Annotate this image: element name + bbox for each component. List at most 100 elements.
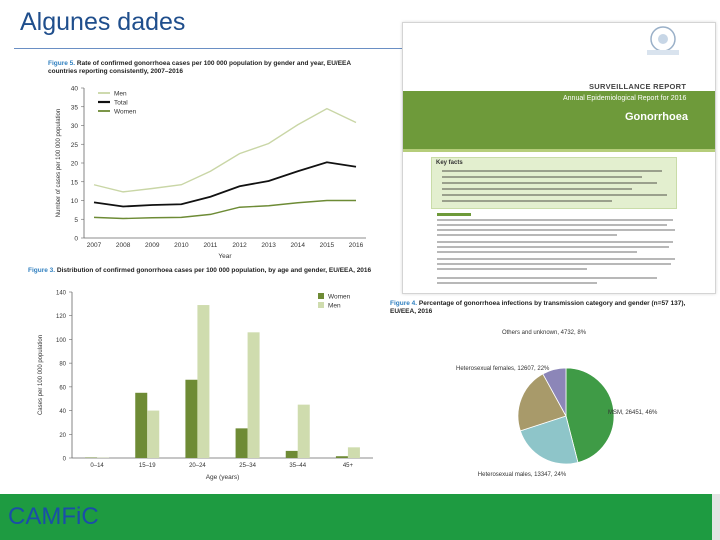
key-facts-line xyxy=(442,194,667,196)
y-axis-label: Cases per 100 000 population xyxy=(38,335,44,415)
report-banner-stripe xyxy=(403,149,715,152)
bar-women xyxy=(185,379,198,458)
legend-label-men: Men xyxy=(114,91,127,98)
line-chart: 0 5 10 15 20 25 30 35 40 2007 2008 2009 2010 2011 2012… xyxy=(56,86,366,260)
figure4-caption-label: Figure 4. xyxy=(390,300,418,307)
pie-slice-hetero-males xyxy=(519,415,579,465)
y-tick-label: 40 xyxy=(59,409,66,415)
report-banner xyxy=(403,91,715,149)
pie-slice-other xyxy=(542,367,567,417)
pie-label-msm: MSM, 26451, 46% xyxy=(608,410,658,416)
figure5-caption-label: Figure 5. xyxy=(48,60,76,67)
x-tick-label: 2011 xyxy=(203,242,217,249)
ecdc-logo xyxy=(643,23,683,59)
legend-swatch-women xyxy=(318,293,324,299)
legend-label-women: Women xyxy=(114,109,137,116)
report-text-line xyxy=(437,263,671,265)
key-facts-line xyxy=(442,182,657,184)
bar-women xyxy=(335,456,348,458)
key-facts-line xyxy=(442,188,632,190)
report-text-line xyxy=(437,224,667,226)
x-tick-label: 2007 xyxy=(87,242,102,249)
footer-bar xyxy=(0,494,712,540)
report-subtitle: Annual Epidemiological Report for 2016 xyxy=(563,95,687,102)
x-tick-label: 2015 xyxy=(320,242,335,249)
legend-swatch-men xyxy=(318,302,324,308)
y-tick-label: 5 xyxy=(74,217,78,224)
y-tick-label: 20 xyxy=(71,161,79,168)
y-tick-label: 25 xyxy=(71,142,79,149)
x-axis-label: Age (years) xyxy=(206,474,240,481)
x-tick-label: 35–44 xyxy=(289,463,306,469)
figure5-caption: Figure 5. Rate of confirmed gonorrhoea c… xyxy=(48,60,378,76)
x-tick-label: 2013 xyxy=(261,242,276,249)
title-divider xyxy=(14,48,714,49)
report-text-line xyxy=(437,241,673,243)
report-text-line xyxy=(437,277,657,279)
legend-label-women: Women xyxy=(328,294,351,301)
report-disease: Gonorrhoea xyxy=(625,111,688,123)
bar-women xyxy=(285,450,298,458)
x-tick-label: 2008 xyxy=(116,242,131,249)
y-tick-label: 80 xyxy=(59,362,66,368)
figure3-caption-label: Figure 3. xyxy=(28,267,56,274)
bar-women xyxy=(235,428,248,458)
bar-women xyxy=(135,392,148,458)
x-tick-label: 2010 xyxy=(174,242,189,249)
figure4-caption: Figure 4. Percentage of gonorrhoea infec… xyxy=(390,300,708,316)
report-text-line xyxy=(437,282,597,284)
x-tick-label: 2009 xyxy=(145,242,160,249)
key-facts-line xyxy=(442,176,642,178)
figure3-caption: Figure 3. Distribution of confirmed gono… xyxy=(28,267,398,275)
y-tick-label: 60 xyxy=(59,385,66,391)
key-facts-line xyxy=(442,170,662,172)
figure5-caption-text: Rate of confirmed gonorrhoea cases per 1… xyxy=(48,60,351,75)
bar-men xyxy=(297,404,310,458)
y-tick-label: 0 xyxy=(63,457,67,463)
pie-label-hetero-males: Heterosexual males, 13347, 24% xyxy=(478,472,567,478)
report-text-line xyxy=(437,268,587,270)
bar-men xyxy=(347,447,360,458)
x-tick-label: 0–14 xyxy=(90,463,104,469)
report-cover: SURVEILLANCE REPORT Annual Epidemiologic… xyxy=(402,22,716,294)
brand-name: CAMFiC xyxy=(8,503,99,530)
pie-label-hetero-females: Heterosexual females, 12607, 22% xyxy=(456,366,550,372)
bar-men xyxy=(247,332,260,458)
bar-chart: 0 20 40 60 80 100 120 140 0–14 15–19 20–24 25–34 35–… xyxy=(38,291,373,481)
footer-edge xyxy=(712,494,720,540)
report-type: SURVEILLANCE REPORT xyxy=(589,82,687,91)
series-line-total xyxy=(93,161,357,208)
report-text-line xyxy=(437,258,675,260)
y-tick-label: 35 xyxy=(71,104,79,111)
report-text-line xyxy=(437,234,617,236)
report-section-heading xyxy=(437,213,471,216)
pie-slice-msm xyxy=(565,367,615,463)
x-tick-label: 15–19 xyxy=(139,463,156,469)
y-tick-label: 0 xyxy=(74,236,78,243)
series-line-women xyxy=(93,199,356,220)
report-text-line xyxy=(437,246,669,248)
figure3-caption-text: Distribution of confirmed gonorrhoea cas… xyxy=(56,267,372,274)
y-axis-label: Number of cases per 100 000 population xyxy=(56,109,62,217)
report-text-line xyxy=(437,219,673,221)
y-tick-label: 40 xyxy=(71,86,79,93)
y-tick-label: 10 xyxy=(71,198,79,205)
bar-men xyxy=(197,305,210,458)
x-tick-label: 25–34 xyxy=(239,463,256,469)
report-text-line xyxy=(437,251,637,253)
y-tick-label: 20 xyxy=(59,433,66,439)
key-facts-title: Key facts xyxy=(436,160,463,166)
x-tick-label: 2014 xyxy=(291,242,306,249)
series-line-men xyxy=(93,107,357,193)
key-facts-line xyxy=(442,200,612,202)
x-tick-label: 2012 xyxy=(232,242,247,249)
x-axis-label: Year xyxy=(218,253,232,260)
legend-label-men: Men xyxy=(328,303,341,310)
y-tick-label: 15 xyxy=(71,179,79,186)
slide-title: Algunes dades xyxy=(20,8,186,36)
pie-chart: MSM, 26451, 46% Heterosexual males, 13347… xyxy=(456,330,658,478)
key-facts-box: Key facts xyxy=(431,157,677,209)
x-tick-label: 45+ xyxy=(343,463,354,469)
y-tick-label: 30 xyxy=(71,123,79,130)
legend-label-total: Total xyxy=(114,100,128,107)
